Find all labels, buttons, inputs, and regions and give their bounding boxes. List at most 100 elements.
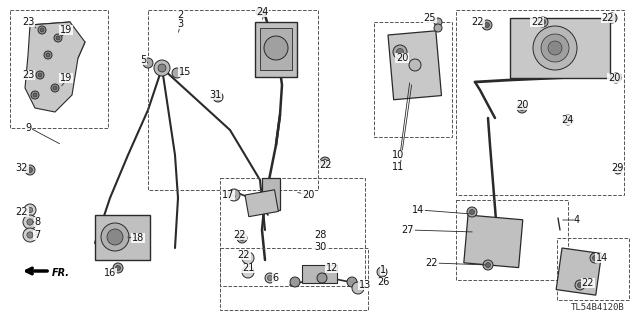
- Bar: [557, 238, 629, 300]
- Text: 27: 27: [402, 225, 414, 235]
- Text: 23: 23: [22, 70, 34, 80]
- Circle shape: [53, 86, 57, 90]
- Text: 22: 22: [320, 160, 332, 170]
- Text: 28: 28: [314, 230, 326, 240]
- Polygon shape: [25, 22, 85, 112]
- Circle shape: [115, 266, 120, 270]
- Text: 14: 14: [412, 205, 424, 215]
- Circle shape: [563, 115, 573, 125]
- Bar: [10, 10, 108, 128]
- Text: 26: 26: [377, 277, 389, 287]
- Circle shape: [575, 280, 585, 290]
- Circle shape: [33, 93, 37, 97]
- Bar: [464, 215, 523, 268]
- Circle shape: [40, 28, 44, 32]
- Circle shape: [482, 20, 492, 30]
- Text: 31: 31: [209, 90, 221, 100]
- Circle shape: [611, 73, 621, 83]
- Text: 22: 22: [234, 230, 246, 240]
- Circle shape: [486, 262, 490, 268]
- Bar: [388, 31, 442, 100]
- Circle shape: [614, 76, 618, 81]
- Circle shape: [377, 267, 387, 277]
- Text: 13: 13: [359, 280, 371, 290]
- Text: 20: 20: [608, 73, 620, 83]
- Text: 22: 22: [602, 13, 614, 23]
- Text: 8: 8: [34, 217, 40, 227]
- Circle shape: [397, 49, 403, 55]
- Circle shape: [23, 228, 37, 242]
- Circle shape: [38, 26, 46, 34]
- Circle shape: [290, 277, 300, 287]
- Bar: [220, 178, 365, 286]
- Circle shape: [548, 41, 562, 55]
- Bar: [148, 10, 318, 190]
- Circle shape: [609, 15, 614, 20]
- Circle shape: [393, 45, 407, 59]
- Circle shape: [323, 159, 328, 164]
- Circle shape: [213, 92, 223, 102]
- Circle shape: [172, 68, 182, 78]
- Circle shape: [56, 36, 60, 40]
- Text: 22: 22: [237, 250, 250, 260]
- Circle shape: [101, 223, 129, 251]
- Text: 29: 29: [611, 163, 623, 173]
- Circle shape: [237, 233, 247, 243]
- Circle shape: [24, 204, 36, 216]
- Bar: [456, 10, 624, 195]
- Bar: [374, 22, 452, 137]
- Text: 22: 22: [426, 258, 438, 268]
- Circle shape: [593, 255, 598, 260]
- Bar: [262, 178, 280, 210]
- Circle shape: [520, 106, 525, 110]
- Text: 2: 2: [177, 10, 183, 20]
- Text: FR.: FR.: [52, 268, 70, 278]
- Text: 5: 5: [140, 55, 146, 65]
- Circle shape: [28, 207, 33, 213]
- Text: 16: 16: [104, 268, 116, 278]
- Circle shape: [533, 26, 577, 70]
- Circle shape: [228, 189, 240, 201]
- Text: 22: 22: [531, 17, 543, 27]
- Circle shape: [541, 34, 569, 62]
- Text: 20: 20: [396, 53, 408, 63]
- Circle shape: [44, 51, 52, 59]
- Text: 23: 23: [22, 17, 34, 27]
- Circle shape: [607, 13, 617, 23]
- Circle shape: [38, 73, 42, 77]
- Circle shape: [256, 8, 264, 16]
- Text: 17: 17: [222, 190, 234, 200]
- Text: 14: 14: [596, 253, 608, 263]
- Circle shape: [434, 24, 442, 32]
- Circle shape: [265, 273, 275, 283]
- Circle shape: [143, 58, 153, 68]
- Circle shape: [54, 34, 62, 42]
- Circle shape: [317, 273, 327, 283]
- Text: 19: 19: [60, 73, 72, 83]
- Text: 11: 11: [392, 162, 404, 172]
- Text: 9: 9: [25, 123, 31, 133]
- Circle shape: [467, 207, 477, 217]
- Bar: [260, 28, 292, 70]
- Circle shape: [46, 53, 50, 57]
- Text: 12: 12: [326, 263, 338, 273]
- Text: 19: 19: [60, 25, 72, 35]
- Bar: [510, 18, 610, 78]
- Circle shape: [36, 71, 44, 79]
- Text: 7: 7: [34, 230, 40, 240]
- Bar: [95, 215, 150, 260]
- Circle shape: [614, 166, 622, 174]
- Circle shape: [28, 167, 33, 172]
- Text: 21: 21: [242, 263, 254, 273]
- Bar: [255, 22, 297, 77]
- Circle shape: [483, 260, 493, 270]
- Circle shape: [538, 17, 548, 27]
- Circle shape: [154, 60, 170, 76]
- Text: 3: 3: [177, 19, 183, 29]
- Circle shape: [25, 165, 35, 175]
- Text: 22: 22: [472, 17, 484, 27]
- Circle shape: [107, 229, 123, 245]
- Text: 18: 18: [132, 233, 144, 243]
- Text: 30: 30: [314, 242, 326, 252]
- Circle shape: [409, 59, 421, 71]
